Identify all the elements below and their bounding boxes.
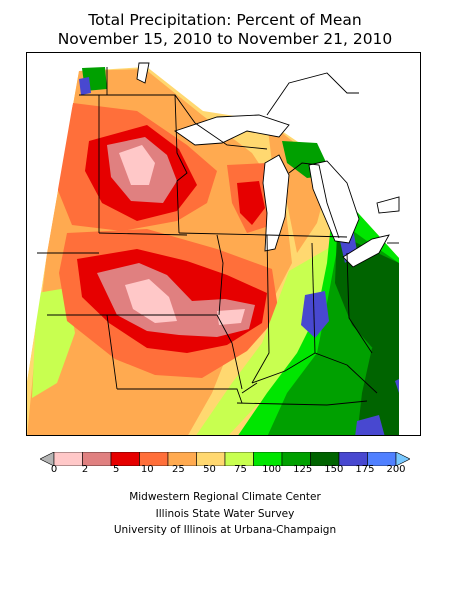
lake-erie <box>342 234 390 268</box>
light-pink-north <box>119 145 155 185</box>
border-ky-va <box>346 364 378 394</box>
legend-tick-label: 175 <box>355 464 375 475</box>
lake-huron <box>308 160 360 244</box>
lake-superior <box>174 114 290 146</box>
blue-ne <box>395 379 399 393</box>
legend-tick-label: 2 <box>81 464 89 475</box>
border-ontario <box>266 72 359 116</box>
border-mo-ar <box>117 388 243 404</box>
legend-tick-label: 10 <box>140 464 154 475</box>
light-pink-central <box>125 279 177 323</box>
border-il-in <box>251 234 270 384</box>
credit-line2: Illinois State Water Survey <box>155 508 295 520</box>
map-canvas <box>27 53 420 435</box>
great-lakes <box>136 62 400 268</box>
dark-red-mi <box>237 181 265 225</box>
legend-tick-label: 125 <box>293 464 313 475</box>
border-il-ky <box>241 382 258 394</box>
lake-winnipeg <box>136 62 150 84</box>
lake-ontario <box>376 196 400 214</box>
lake-michigan <box>262 154 290 252</box>
legend-tick-label: 50 <box>203 464 216 475</box>
blue-south <box>355 415 385 435</box>
outside-north <box>27 53 420 381</box>
border-wi-il <box>178 232 268 236</box>
yellow-band <box>196 231 357 435</box>
color-legend <box>40 452 410 466</box>
light-pink-central2 <box>217 309 245 325</box>
legend-tick-label: 100 <box>262 464 282 475</box>
legend-tick-label: 75 <box>234 464 247 475</box>
pink-central <box>97 263 255 337</box>
blue-top <box>79 77 91 95</box>
border-ky-tn <box>236 400 368 406</box>
border-mi-upper <box>194 122 268 150</box>
legend-swatch <box>395 452 410 466</box>
legend-tick-label: 200 <box>386 464 406 475</box>
border-ks <box>47 314 118 390</box>
blue-ohio <box>301 291 329 338</box>
state-borders <box>37 67 399 406</box>
legend-tick-label: 0 <box>50 464 58 475</box>
border-mn-wi <box>174 94 188 234</box>
legend-tick-label: 150 <box>324 464 344 475</box>
precipitation-map <box>26 52 421 436</box>
credit-line3: University of Illinois at Urbana-Champai… <box>113 524 337 536</box>
orange-east <box>267 121 325 253</box>
border-in-oh <box>311 242 316 354</box>
border-oh-wv <box>346 252 373 354</box>
legend-tick-label: 25 <box>171 464 185 475</box>
yellow-west <box>32 288 75 398</box>
border-ne-ia <box>98 232 188 236</box>
map-title-line2: November 15, 2010 to November 21, 2010 <box>57 30 393 48</box>
border-ia-il <box>216 234 224 316</box>
credit-line1: Midwestern Regional Climate Center <box>129 491 321 503</box>
border-michigan-lower <box>288 162 340 239</box>
border-mo-il <box>216 314 243 390</box>
map-title-line1: Total Precipitation: Percent of Mean <box>88 11 362 29</box>
border-oh-ky <box>251 352 348 384</box>
dark-green-ne <box>357 348 399 435</box>
border-mi-in-oh <box>266 234 348 238</box>
legend-tick-label: 5 <box>112 464 120 475</box>
